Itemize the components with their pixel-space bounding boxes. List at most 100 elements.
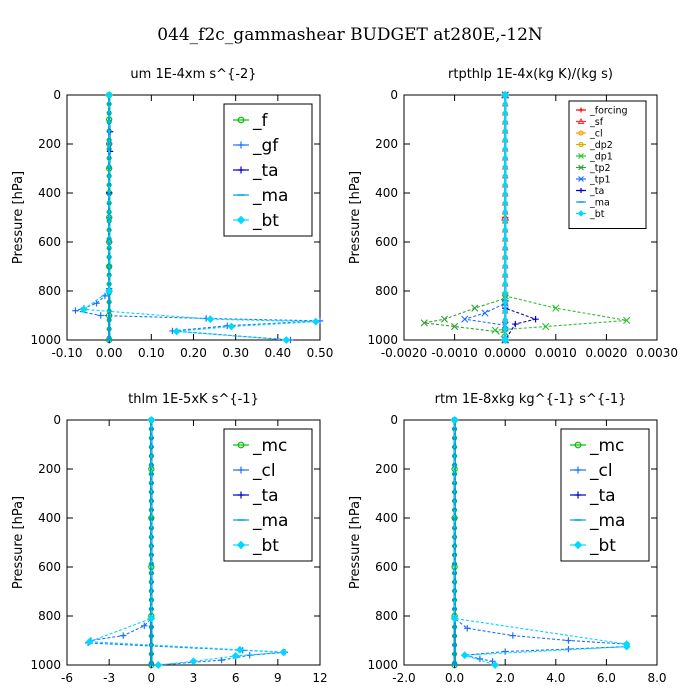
series-tp1 xyxy=(461,91,509,344)
series-bt xyxy=(450,416,631,669)
data-point xyxy=(489,658,496,665)
legend-marker xyxy=(578,153,584,159)
series-line xyxy=(89,420,284,666)
legend-marker xyxy=(578,107,584,113)
data-point xyxy=(502,316,509,324)
data-point xyxy=(311,317,320,326)
data-point xyxy=(502,118,509,126)
chart-title: thlm 1E-5xK s^{-1} xyxy=(128,392,259,407)
y-tick-label: 1000 xyxy=(30,333,61,347)
series-line xyxy=(504,95,538,341)
legend-label: _ma xyxy=(252,511,288,531)
legend-entry-f: _f xyxy=(233,111,269,131)
data-point xyxy=(532,315,539,323)
x-tick-label: 0.20 xyxy=(180,346,207,360)
legend-entry-sf: _sf xyxy=(576,117,604,128)
data-point xyxy=(97,312,104,319)
data-point xyxy=(154,661,163,669)
data-point xyxy=(227,322,236,331)
series-line xyxy=(454,420,628,666)
chart-panels: um 1E-4xm s^{-2}Pressure [hPa]-0.10 0.00 0… xyxy=(11,67,678,685)
legend-entry-gf: _gf xyxy=(233,136,279,156)
legend-marker xyxy=(578,188,584,193)
legend-label: _ta xyxy=(589,186,604,197)
data-point xyxy=(502,298,509,306)
x-tick-label: 6.0 xyxy=(597,671,616,685)
legend-entry-bt: _bt xyxy=(570,536,616,556)
data-point xyxy=(460,651,469,660)
legend-label: _f xyxy=(252,111,269,131)
y-tick-label: 1000 xyxy=(367,333,398,347)
x-tick-label: 6 xyxy=(232,671,240,685)
legend-entry-ta: _ta xyxy=(233,486,279,506)
x-tick-label: 12 xyxy=(312,671,327,685)
y-tick-label: 600 xyxy=(38,235,61,249)
legend-label: _cl xyxy=(589,461,613,481)
legend: _mc _cl _ta _ma _bt xyxy=(223,428,313,562)
chart-title: um 1E-4xm s^{-2} xyxy=(130,67,256,82)
data-point xyxy=(282,336,291,344)
series-tp2 xyxy=(420,91,509,344)
data-point xyxy=(502,235,509,243)
y-tick-label: 0 xyxy=(53,413,61,427)
y-tick-label: 0 xyxy=(390,88,398,102)
x-tick-label: -3 xyxy=(103,671,115,685)
legend-marker xyxy=(236,540,246,550)
data-point xyxy=(502,154,509,162)
x-tick-label: 0.30 xyxy=(222,346,249,360)
x-tick-label: 0.0020 xyxy=(585,346,627,360)
x-tick-label: 0.50 xyxy=(307,346,334,360)
y-axis-label: Pressure [hPa] xyxy=(11,496,26,589)
data-point xyxy=(512,320,519,328)
x-tick-label: 0 xyxy=(148,671,156,685)
data-point xyxy=(509,632,516,639)
x-tick-label: 2.0 xyxy=(496,671,515,685)
legend: _f _gf _ta _ma _bt xyxy=(223,103,313,237)
data-point xyxy=(502,280,509,288)
y-tick-label: 800 xyxy=(38,284,61,298)
y-tick-label: 1000 xyxy=(30,658,61,672)
legend-label: _bt xyxy=(252,211,279,231)
data-point xyxy=(491,326,499,334)
series-line xyxy=(424,95,506,340)
series-line xyxy=(82,95,316,341)
data-point xyxy=(451,322,459,331)
data-point xyxy=(147,416,156,424)
legend-label: _dp2 xyxy=(589,140,613,151)
legend-marker xyxy=(577,210,585,217)
x-tick-label: 0.0030 xyxy=(636,346,678,360)
legend-label: _ma xyxy=(589,511,625,531)
data-point xyxy=(440,315,449,323)
data-point xyxy=(502,208,509,216)
data-point xyxy=(502,289,509,297)
legend-label: _bt xyxy=(589,209,605,220)
legend-label: _ma xyxy=(252,186,288,206)
data-point xyxy=(464,625,471,632)
y-tick-label: 200 xyxy=(38,462,61,476)
y-tick-label: 800 xyxy=(375,609,398,623)
data-point xyxy=(502,127,509,135)
x-tick-label: 0.0 xyxy=(445,671,464,685)
data-point xyxy=(502,253,509,261)
legend-marker xyxy=(237,441,245,449)
data-point xyxy=(502,145,509,153)
legend-marker xyxy=(574,466,582,474)
x-tick-label: 9 xyxy=(274,671,282,685)
y-tick-label: 800 xyxy=(375,284,398,298)
x-tick-label: -2.0 xyxy=(392,671,415,685)
legend-entry-ta: _ta xyxy=(576,186,604,197)
data-point xyxy=(141,622,148,629)
y-tick-label: 200 xyxy=(375,137,398,151)
legend-marker xyxy=(236,215,246,225)
data-point xyxy=(502,217,509,225)
data-point xyxy=(420,319,428,327)
legend-entry-ta: _ta xyxy=(233,161,279,181)
legend-label: _cl xyxy=(252,461,276,481)
y-axis-label: Pressure [hPa] xyxy=(11,171,26,264)
legend-marker xyxy=(574,491,582,499)
data-point xyxy=(491,661,499,669)
data-point xyxy=(502,163,509,171)
y-tick-label: 200 xyxy=(375,462,398,476)
data-point xyxy=(231,652,240,660)
legend-marker xyxy=(573,540,583,550)
